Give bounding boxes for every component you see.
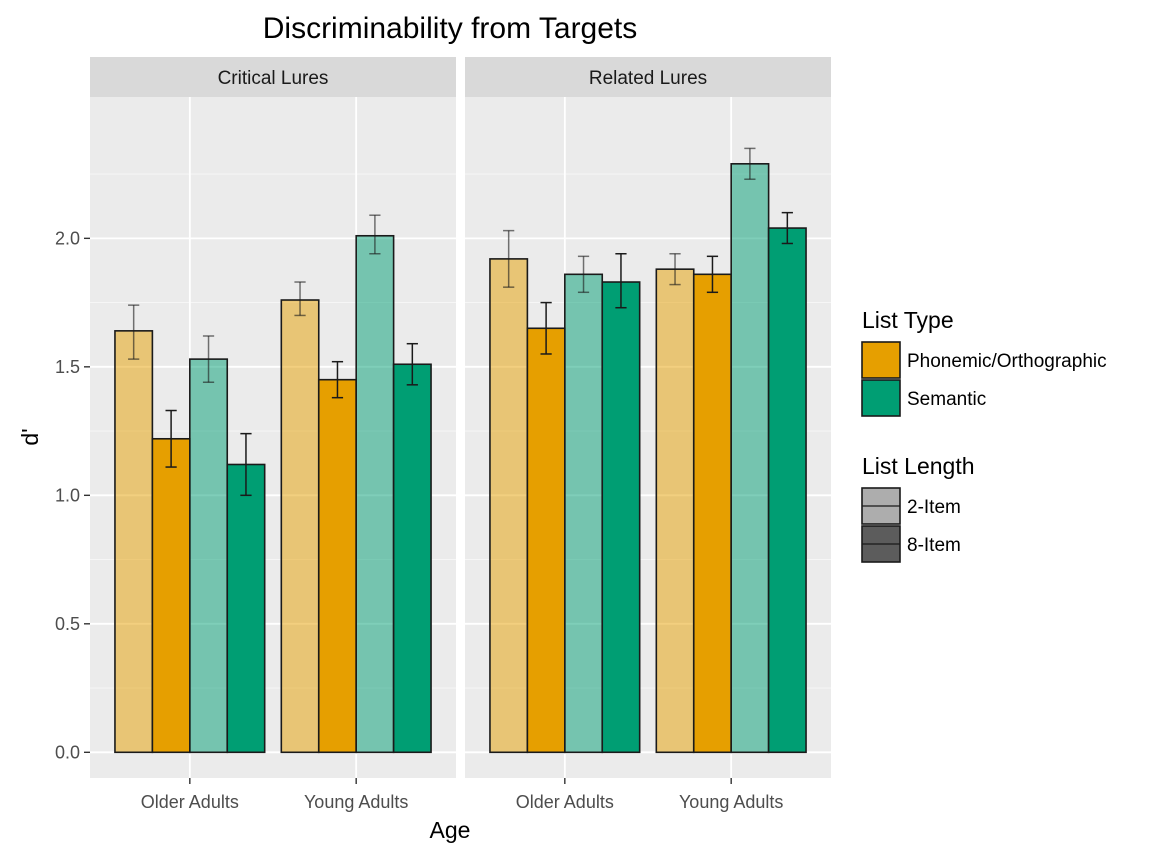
bar: [730, 163, 770, 754]
y-tick-label: 0.5: [55, 614, 80, 634]
error-bar: [744, 147, 756, 180]
legend: List Type Phonemic/Orthographic Semantic Li…: [861, 307, 1107, 563]
error-bar: [669, 253, 681, 286]
bar: [655, 268, 695, 754]
x-tick-label: Older Adults: [516, 792, 614, 812]
error-bar: [165, 409, 177, 468]
error-bar: [240, 432, 252, 497]
y-axis-title: d': [17, 428, 43, 445]
error-bar: [577, 255, 590, 294]
bar: [392, 363, 432, 754]
error-bar: [331, 360, 344, 399]
strip-background: [90, 57, 456, 97]
strip-background: [465, 57, 831, 97]
error-bar: [540, 301, 552, 355]
y-tick-label: 1.5: [55, 357, 80, 377]
legend-key-semantic: [861, 379, 901, 417]
x-tick-label: Older Adults: [141, 792, 239, 812]
bar: [601, 281, 641, 754]
bar: [489, 258, 529, 754]
legend-title-list-type: List Type: [862, 307, 954, 333]
bar: [226, 463, 266, 754]
error-bar: [128, 304, 140, 360]
panel-related-lures: Related Lures: [465, 57, 831, 778]
error-bar: [369, 214, 381, 255]
x-axis: Older Adults Young Adults Older Adults Youn…: [141, 778, 783, 812]
x-axis-title: Age: [430, 817, 471, 843]
error-bar: [406, 342, 418, 386]
error-bar: [706, 255, 719, 294]
y-tick-label: 1.0: [55, 485, 80, 505]
error-bar: [503, 229, 515, 288]
chart-title: Discriminability from Targets: [263, 12, 638, 45]
legend-label: 2-Item: [907, 497, 961, 518]
bar: [317, 378, 357, 754]
bar: [355, 234, 395, 754]
facet-panels: Critical Lures Related Lures: [90, 57, 831, 778]
error-bar: [615, 253, 627, 309]
bar: [767, 227, 807, 754]
error-bar: [781, 211, 793, 245]
legend-label: Semantic: [907, 389, 986, 410]
x-tick-label: Young Adults: [679, 792, 783, 812]
legend-label: 8-Item: [907, 535, 961, 556]
panel-critical-lures: Critical Lures: [90, 57, 456, 778]
bar: [526, 327, 566, 754]
bar: [151, 437, 191, 754]
error-bar: [202, 335, 215, 383]
x-tick-label: Young Adults: [304, 792, 408, 812]
legend-title-list-length: List Length: [862, 453, 975, 479]
y-tick-label: 0.0: [55, 742, 80, 762]
bar: [189, 358, 229, 754]
bar: [692, 273, 732, 754]
error-bar: [294, 281, 306, 317]
bar: [280, 299, 320, 754]
bar: [114, 330, 154, 754]
strip-label: Related Lures: [589, 68, 707, 89]
y-axis: 0.0 0.5 1.0 1.5 2.0: [55, 228, 90, 762]
y-tick-label: 2.0: [55, 228, 80, 248]
strip-label: Critical Lures: [218, 68, 329, 89]
legend-key-phonemic-orthographic: [861, 341, 901, 379]
legend-label: Phonemic/Orthographic: [907, 351, 1107, 372]
bar: [564, 273, 604, 754]
